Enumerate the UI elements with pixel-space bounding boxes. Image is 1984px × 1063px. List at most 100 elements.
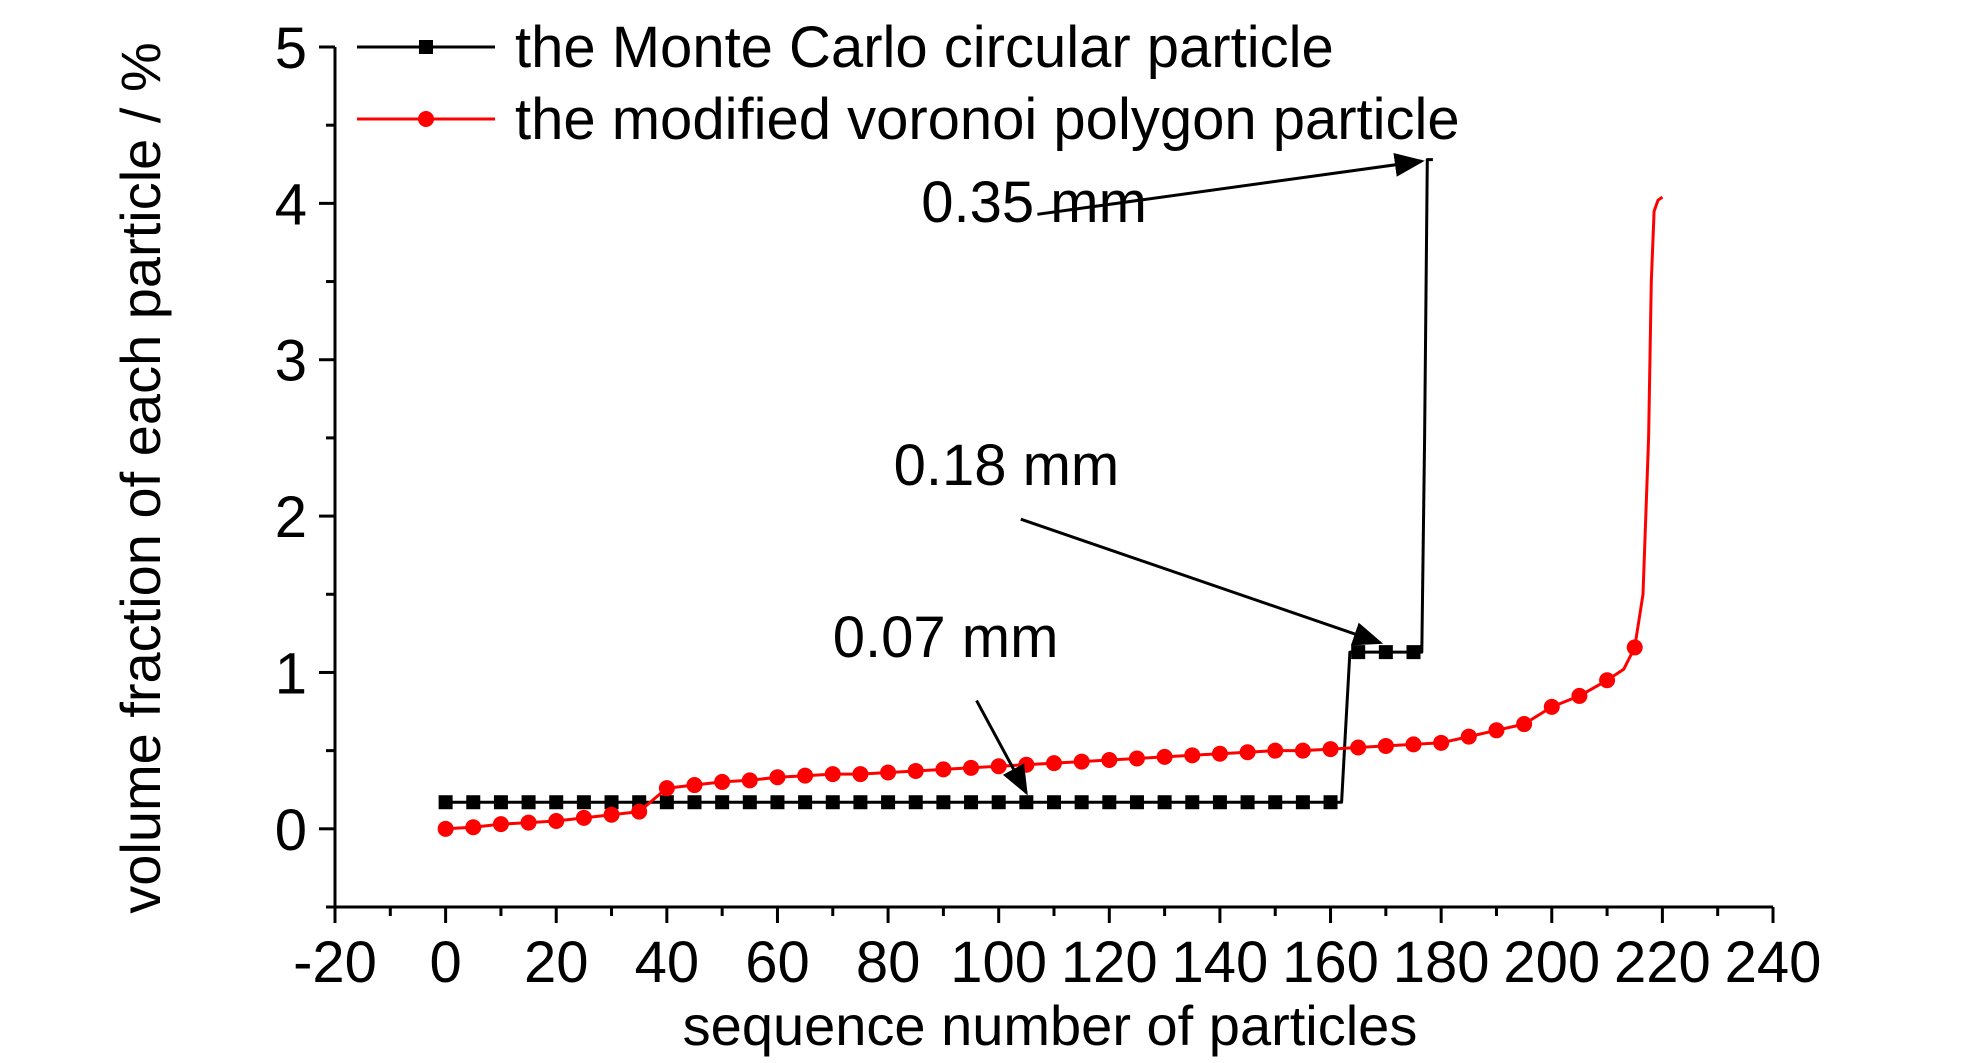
data-point bbox=[825, 795, 840, 810]
data-point bbox=[715, 795, 730, 810]
data-point bbox=[1047, 795, 1061, 810]
data-point bbox=[852, 766, 869, 783]
data-point bbox=[1101, 752, 1118, 769]
data-point bbox=[742, 795, 757, 810]
data-point bbox=[1543, 698, 1560, 715]
annotation-label: 0.35 mm bbox=[921, 170, 1147, 235]
data-point bbox=[1599, 672, 1616, 689]
data-point bbox=[686, 777, 703, 794]
y-tick-label: 0 bbox=[275, 798, 307, 863]
data-point bbox=[1102, 795, 1117, 810]
data-point bbox=[631, 803, 648, 820]
y-tick-label: 3 bbox=[275, 329, 307, 394]
annotation-arrow bbox=[1020, 517, 1384, 646]
data-point bbox=[880, 764, 897, 781]
data-point bbox=[1433, 734, 1450, 751]
data-point bbox=[908, 795, 923, 810]
data-point bbox=[521, 795, 536, 810]
y-tick-label: 4 bbox=[275, 172, 307, 237]
x-tick-label: 100 bbox=[950, 930, 1047, 995]
data-point bbox=[1488, 722, 1505, 739]
data-point bbox=[1626, 639, 1643, 656]
data-point bbox=[990, 758, 1007, 775]
data-point bbox=[658, 780, 675, 797]
data-point bbox=[1571, 687, 1588, 704]
x-tick-label: 140 bbox=[1172, 930, 1269, 995]
data-point bbox=[604, 795, 619, 810]
data-point bbox=[437, 820, 454, 837]
annotation-label: 0.18 mm bbox=[894, 433, 1120, 498]
legend-label: the modified voronoi polygon particle bbox=[515, 87, 1460, 152]
data-point bbox=[492, 816, 509, 833]
data-point bbox=[465, 819, 482, 836]
data-point bbox=[687, 795, 702, 810]
data-point bbox=[1351, 645, 1366, 660]
data-point bbox=[881, 795, 896, 810]
y-tick-label: 1 bbox=[275, 641, 307, 706]
data-point bbox=[659, 795, 674, 810]
legend-item-1: the Monte Carlo circular particle bbox=[357, 15, 1334, 80]
y-tick-label: 2 bbox=[275, 485, 307, 550]
data-point bbox=[1074, 795, 1089, 810]
annotation-label: 0.07 mm bbox=[833, 605, 1059, 670]
data-point bbox=[714, 773, 731, 790]
data-point bbox=[1295, 795, 1310, 810]
data-point bbox=[853, 795, 868, 810]
series-line bbox=[445, 195, 1664, 831]
data-point bbox=[770, 795, 785, 810]
data-point bbox=[1046, 755, 1062, 772]
x-tick-label: 120 bbox=[1061, 930, 1158, 995]
data-point bbox=[438, 795, 453, 810]
data-point bbox=[1129, 795, 1144, 810]
data-point bbox=[741, 772, 758, 789]
data-point bbox=[1406, 645, 1421, 660]
data-point bbox=[1460, 728, 1477, 745]
legend-marker bbox=[418, 111, 434, 127]
series-2 bbox=[437, 195, 1664, 837]
x-axis: -20 0 20 40 60 80 100 120 140 160 180 200 220 240 bbox=[293, 905, 1821, 995]
data-point bbox=[1240, 795, 1255, 810]
data-point bbox=[1378, 645, 1393, 660]
legend-item-2: the modified voronoi polygon particle bbox=[357, 87, 1460, 152]
legend-marker bbox=[419, 40, 433, 54]
data-point bbox=[1212, 795, 1227, 810]
data-point bbox=[1073, 753, 1090, 770]
data-point bbox=[548, 813, 565, 829]
annotation-layer: 0.35 mm 0.18 mm 0.07 mm bbox=[833, 152, 1425, 796]
annotation: 0.35 mm bbox=[921, 152, 1425, 235]
x-tick-label: 20 bbox=[524, 930, 589, 995]
data-point bbox=[1018, 756, 1035, 773]
x-tick-label: 160 bbox=[1282, 930, 1379, 995]
data-point bbox=[1019, 795, 1034, 810]
data-point bbox=[1322, 741, 1339, 758]
data-point bbox=[575, 809, 592, 826]
series-1 bbox=[438, 158, 1433, 810]
data-point bbox=[797, 767, 814, 784]
annotation-arrow bbox=[975, 699, 1028, 796]
y-axis: 0 1 2 3 4 5 bbox=[275, 16, 337, 909]
data-point bbox=[1268, 795, 1283, 810]
annotation-arrow bbox=[1037, 152, 1425, 216]
x-tick-label: 80 bbox=[856, 930, 921, 995]
data-point bbox=[769, 769, 786, 786]
series-layer bbox=[437, 158, 1664, 837]
data-point bbox=[907, 762, 924, 779]
data-point bbox=[603, 806, 620, 823]
x-axis-title: sequence number of particles bbox=[683, 994, 1418, 1057]
data-point bbox=[964, 795, 979, 810]
x-tick-label: 180 bbox=[1393, 930, 1490, 995]
legend: the Monte Carlo circular particle the mod… bbox=[357, 15, 1460, 152]
data-point bbox=[1405, 736, 1422, 753]
x-tick-label: -20 bbox=[293, 930, 377, 995]
y-tick-label: 5 bbox=[275, 16, 307, 81]
data-point bbox=[1211, 745, 1228, 762]
x-tick-label: 40 bbox=[635, 930, 700, 995]
annotation: 0.07 mm bbox=[833, 605, 1059, 796]
data-point bbox=[1377, 737, 1394, 754]
x-tick-label: 200 bbox=[1503, 930, 1600, 995]
data-point bbox=[935, 761, 952, 778]
data-point bbox=[824, 766, 841, 783]
data-point bbox=[576, 795, 591, 810]
data-point bbox=[1239, 744, 1256, 761]
